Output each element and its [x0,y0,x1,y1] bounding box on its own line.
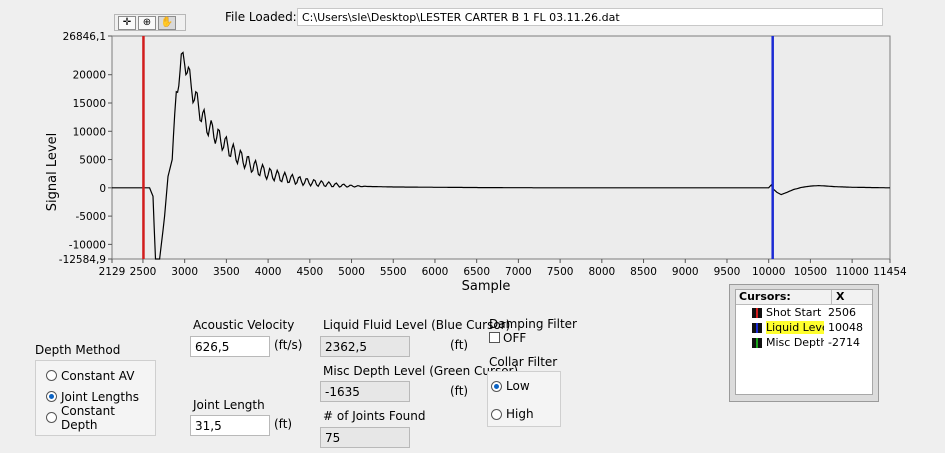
x-tick-label: 3500 [213,266,240,278]
depth-method-group: Constant AV Joint Lengths Constant Depth [35,360,156,436]
cursor-x-value: 10048 [828,321,863,334]
pan-hand-icon[interactable]: ✋ [158,16,176,30]
x-tick-label: 9000 [672,266,699,278]
file-path-field: C:\Users\sle\Desktop\LESTER CARTER B 1 F… [297,8,883,26]
y-tick-label: -5000 [75,211,106,223]
series-layer [112,51,891,260]
liquid-level-unit: (ft) [450,338,469,352]
radio-label: Low [506,379,530,393]
radio-constant-depth[interactable]: Constant Depth [46,404,155,432]
y-tick-label: 10000 [73,126,106,138]
cursor-row-liquid-level[interactable]: Liquid Leve 10048 [736,320,872,335]
x-axis-label: Sample [462,279,511,294]
collar-filter-label: Collar Filter [489,355,558,369]
acoustic-velocity-unit: (ft/s) [274,338,303,352]
x-axis: 2129 2500 3000 3500 4000 4500 5000 5500 6000 6500… [99,259,907,278]
misc-depth-label: Misc Depth Level (Green Cursor) [323,364,519,378]
x-tick-label: 6000 [422,266,449,278]
x-tick-label: 10500 [794,266,827,278]
x-tick-label: 9500 [714,266,741,278]
x-tick-label: 4500 [296,266,323,278]
cursor-row-misc-depth[interactable]: Misc Depth -2714 [736,335,872,350]
radio-collar-low[interactable]: Low [491,375,560,397]
x-tick-label: 2129 [99,266,126,278]
radio-label: Constant Depth [60,403,115,432]
x-tick-label: 11000 [835,266,868,278]
y-tick-label: -12584,9 [59,254,106,266]
y-axis: -12584,9 -10000 -5000 0 5000 10000 15000 20000 2… [59,31,112,266]
cursor-name: Liquid Leve [766,321,824,334]
radio-selected-icon [491,380,502,392]
x-tick-label: 3000 [171,266,198,278]
y-tick-label: 26846,1 [63,31,106,43]
x-tick-label: 8000 [588,266,615,278]
cursor-legend-panel: Cursors: X Shot Start 2506 Liquid Leve 1… [729,284,879,402]
radio-label: High [506,407,534,421]
blue-cursor-swatch-icon [752,322,762,333]
radio-constant-av[interactable]: Constant AV [46,365,155,386]
red-cursor-swatch-icon [752,307,762,318]
cursor-name: Misc Depth [766,336,824,349]
checkbox-icon [489,332,500,343]
radio-label: Joint Lengths [61,389,139,404]
misc-depth-value: -1635 [320,381,410,402]
radio-icon [46,412,57,423]
radio-icon [491,408,502,420]
x-tick-label: 5500 [380,266,407,278]
signal-chart[interactable]: -12584,9 -10000 -5000 0 5000 10000 15000 20000 2… [0,28,945,296]
x-tick-label: 7500 [547,266,574,278]
radio-label: Constant AV [61,368,135,383]
y-tick-label: 20000 [73,70,106,82]
liquid-level-value: 2362,5 [320,336,410,357]
zoom-icon[interactable]: ⊕ [138,16,156,30]
y-tick-label: 0 [99,183,106,195]
misc-depth-unit: (ft) [450,384,469,398]
y-tick-label: 15000 [73,98,106,110]
joints-found-label: # of Joints Found [323,409,426,423]
acoustic-velocity-input[interactable] [190,336,270,357]
cursor-name: Shot Start [766,306,822,319]
x-tick-label: 8500 [630,266,657,278]
damping-filter-state: OFF [503,331,527,345]
acoustic-velocity-label: Acoustic Velocity [193,318,295,332]
damping-filter-label: Damping Filter [489,317,577,331]
x-tick-label: 2500 [130,266,157,278]
radio-joint-lengths[interactable]: Joint Lengths [46,386,155,407]
cursor-x-header: X [836,290,845,303]
joint-length-unit: (ft) [274,417,293,431]
radio-icon [46,370,57,381]
joints-found-value: 75 [320,427,410,448]
crosshair-cursor-icon[interactable]: ✛ [118,16,136,30]
x-tick-label: 10000 [752,266,785,278]
depth-method-label: Depth Method [35,343,121,357]
joint-length-label: Joint Length [193,398,265,412]
radio-collar-high[interactable]: High [491,403,560,425]
graph-toolbar: ✛ ⊕ ✋ [114,14,186,31]
cursor-layer [142,36,774,259]
damping-filter-toggle[interactable]: OFF [489,331,526,345]
radio-selected-icon [46,391,57,402]
green-cursor-swatch-icon [752,337,762,348]
x-tick-label: 5000 [338,266,365,278]
x-tick-label: 4000 [255,266,282,278]
x-tick-label: 6500 [463,266,490,278]
y-axis-label: Signal Level [45,133,60,211]
y-tick-label: -10000 [69,239,106,251]
file-loaded-label: File Loaded: [225,10,297,24]
x-tick-label: 7000 [505,266,532,278]
cursor-table-header: Cursors: X [736,290,872,305]
cursor-row-shot-start[interactable]: Shot Start 2506 [736,305,872,320]
cursor-x-value: 2506 [828,306,856,319]
x-tick-label: 11454 [873,266,907,278]
y-tick-label: 5000 [79,155,106,167]
cursor-table: Cursors: X Shot Start 2506 Liquid Leve 1… [735,289,873,395]
cursor-name-header: Cursors: [736,290,832,304]
liquid-level-label: Liquid Fluid Level (Blue Cursor) [323,318,511,332]
cursor-x-value: -2714 [828,336,860,349]
collar-filter-group: Low High [487,371,561,427]
plot-area [111,35,891,260]
signal-series-line [112,51,891,260]
joint-length-input[interactable] [190,415,270,436]
